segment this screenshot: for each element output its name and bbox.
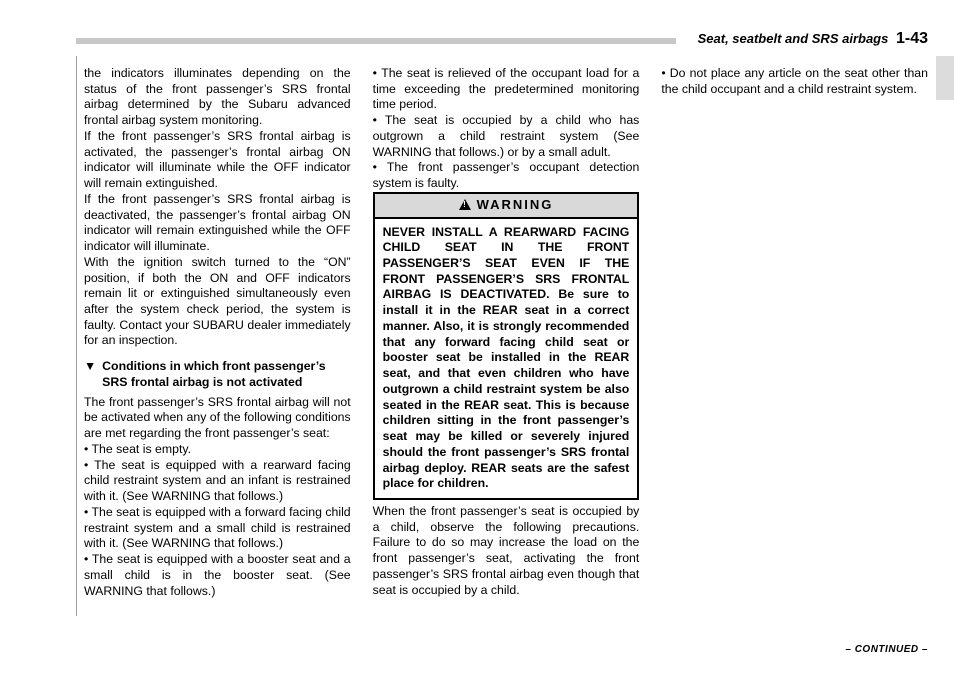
list-item: The seat is equipped with a forward faci… bbox=[84, 505, 351, 552]
list-item: The seat is equipped with a booster seat… bbox=[84, 552, 351, 599]
warning-triangle-icon bbox=[459, 199, 471, 210]
list-item: The seat is occupied by a child who has … bbox=[373, 113, 640, 160]
para: the indicators illuminates depending on … bbox=[84, 66, 351, 129]
top-rule bbox=[76, 38, 676, 44]
warning-box: WARNING NEVER INSTALL A REARWARD FACING … bbox=[373, 192, 640, 500]
side-tab bbox=[936, 56, 954, 100]
para: If the front passenger’s SRS frontal air… bbox=[84, 192, 351, 255]
list-item: The seat is equipped with a rearward fac… bbox=[84, 458, 351, 505]
page-number: 1-43 bbox=[896, 30, 928, 47]
list-item: Do not place any article on the seat oth… bbox=[661, 66, 928, 97]
warning-label: WARNING bbox=[477, 197, 554, 212]
body-columns: the indicators illuminates depending on … bbox=[84, 66, 928, 616]
section-title: Seat, seatbelt and SRS airbags bbox=[698, 31, 889, 46]
para: When the front passenger’s seat is occup… bbox=[373, 504, 640, 598]
list-item: The front passenger’s occupant detection… bbox=[373, 160, 640, 191]
para: With the ignition switch turned to the “… bbox=[84, 255, 351, 349]
subsection-title: Conditions in which front passenger’s SR… bbox=[102, 359, 350, 390]
left-margin-rule bbox=[76, 56, 77, 616]
page: Seat, seatbelt and SRS airbags 1-43 the … bbox=[0, 0, 954, 675]
para: The front passenger’s SRS frontal airbag… bbox=[84, 395, 351, 442]
continued-footer: – CONTINUED – bbox=[845, 644, 928, 655]
list-item: The seat is relieved of the occupant loa… bbox=[373, 66, 640, 113]
triangle-icon: ▼ bbox=[84, 359, 96, 390]
bullet-list: Do not place any article on the seat oth… bbox=[661, 66, 928, 97]
subsection-heading: ▼ Conditions in which front passenger’s … bbox=[84, 359, 351, 390]
warning-body: NEVER INSTALL A REARWARD FACING CHILD SE… bbox=[375, 219, 638, 498]
para: If the front passenger’s SRS frontal air… bbox=[84, 129, 351, 192]
list-item: The seat is empty. bbox=[84, 442, 351, 458]
running-header: Seat, seatbelt and SRS airbags 1-43 bbox=[698, 30, 928, 48]
warning-header: WARNING bbox=[375, 194, 638, 219]
